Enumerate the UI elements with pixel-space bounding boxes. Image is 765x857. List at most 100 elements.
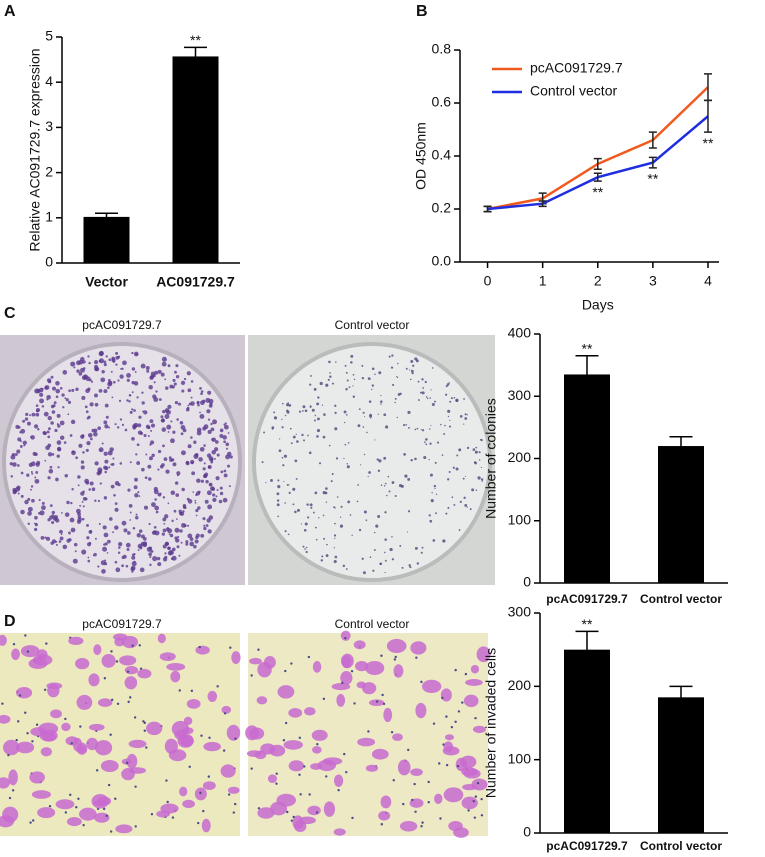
colony [131,570,134,573]
cell [0,634,7,646]
cell [160,803,179,814]
colony [277,479,280,482]
colony [314,491,318,495]
colony [108,380,113,385]
colony [154,370,159,375]
colony [463,496,466,500]
colony [345,413,348,416]
colony [325,501,328,503]
bar [172,56,219,263]
colony [357,484,360,486]
colony [150,423,156,428]
pore [109,830,113,833]
cell [79,807,97,821]
colony [328,444,331,447]
colony [156,556,161,561]
cell [88,723,105,731]
pore [438,762,441,765]
colony [331,473,334,476]
colony [421,378,424,381]
colony [168,549,174,555]
colony [283,481,285,483]
colony [223,423,226,426]
colony [134,371,137,373]
colony [146,546,152,552]
colony [35,412,40,417]
colony [70,361,76,367]
colony [404,474,408,478]
colony [180,380,186,386]
colony [349,514,352,516]
colony [410,458,413,462]
colony [361,557,364,560]
colony [149,419,154,424]
colony [145,453,148,456]
colony [369,556,372,559]
colony [149,555,152,559]
colony [283,454,288,458]
colony [226,447,229,450]
colony [426,397,429,400]
colony [319,381,323,386]
pore [421,821,424,824]
colony [27,522,30,526]
colony [322,435,326,439]
pore [197,821,200,825]
colony [114,502,118,506]
colony [114,507,119,512]
pore [109,733,112,736]
colony [391,354,394,357]
legend-label: pcAC091729.7 [530,60,623,76]
x-tick-label: 4 [704,273,712,289]
cell [410,641,427,655]
colony [47,415,52,421]
colony [97,565,100,568]
colony [135,513,138,516]
colony [407,477,411,481]
colony [449,419,451,421]
cell [202,781,216,791]
colony [81,501,84,503]
pore [316,743,319,746]
cell [128,739,147,749]
colony [187,524,190,527]
colony [383,456,387,460]
colony [397,393,401,396]
colony [179,421,184,425]
y-tick-label: 200 [508,677,532,693]
colony [323,537,326,540]
colony [50,375,54,379]
colony [416,562,420,565]
colony [421,429,425,432]
colony [55,380,60,386]
cell [221,705,232,714]
colony [170,557,174,560]
colony [227,432,230,434]
pore [131,644,134,647]
colony [208,515,214,520]
cell [283,740,303,750]
colony [27,506,33,512]
colony [93,431,98,437]
colony [119,462,123,465]
pore [393,658,397,661]
pore [110,650,113,653]
cell [182,799,195,809]
colony [202,426,207,431]
panel-letter: A [4,3,16,20]
colony [373,549,376,551]
colony [148,522,151,526]
colony [17,437,22,442]
colony [199,446,205,452]
y-tick-label: 2 [45,163,53,179]
colony [448,470,451,473]
colony [59,435,65,440]
colony [420,429,422,431]
image-label: pcAC091729.7 [82,318,162,332]
colony [173,382,177,386]
colony [378,459,382,463]
pore [414,810,417,813]
x-tick-label: Control vector [640,839,722,853]
colony [55,388,61,394]
colony [474,450,478,454]
